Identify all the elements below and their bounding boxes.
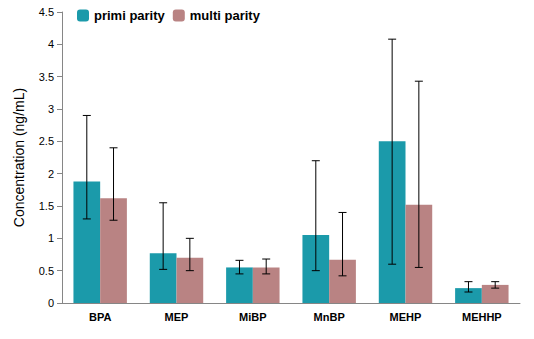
svg-text:4.5: 4.5 (39, 6, 54, 18)
svg-text:multi parity: multi parity (190, 8, 261, 23)
svg-text:MEHHP: MEHHP (462, 311, 502, 323)
svg-text:MiBP: MiBP (239, 311, 267, 323)
svg-text:0.5: 0.5 (39, 265, 54, 277)
svg-text:Concentration (ng/mL): Concentration (ng/mL) (11, 88, 27, 227)
svg-text:MEHP: MEHP (390, 311, 422, 323)
svg-text:3.5: 3.5 (39, 71, 54, 83)
svg-text:2: 2 (48, 168, 54, 180)
svg-text:primi parity: primi parity (94, 8, 166, 23)
svg-text:BPA: BPA (89, 311, 111, 323)
svg-text:0: 0 (48, 297, 54, 309)
svg-text:MEP: MEP (165, 311, 189, 323)
svg-text:1: 1 (48, 232, 54, 244)
svg-text:MnBP: MnBP (314, 311, 345, 323)
svg-text:3: 3 (48, 103, 54, 115)
svg-text:2.5: 2.5 (39, 135, 54, 147)
svg-text:4: 4 (48, 38, 54, 50)
svg-text:1.5: 1.5 (39, 200, 54, 212)
